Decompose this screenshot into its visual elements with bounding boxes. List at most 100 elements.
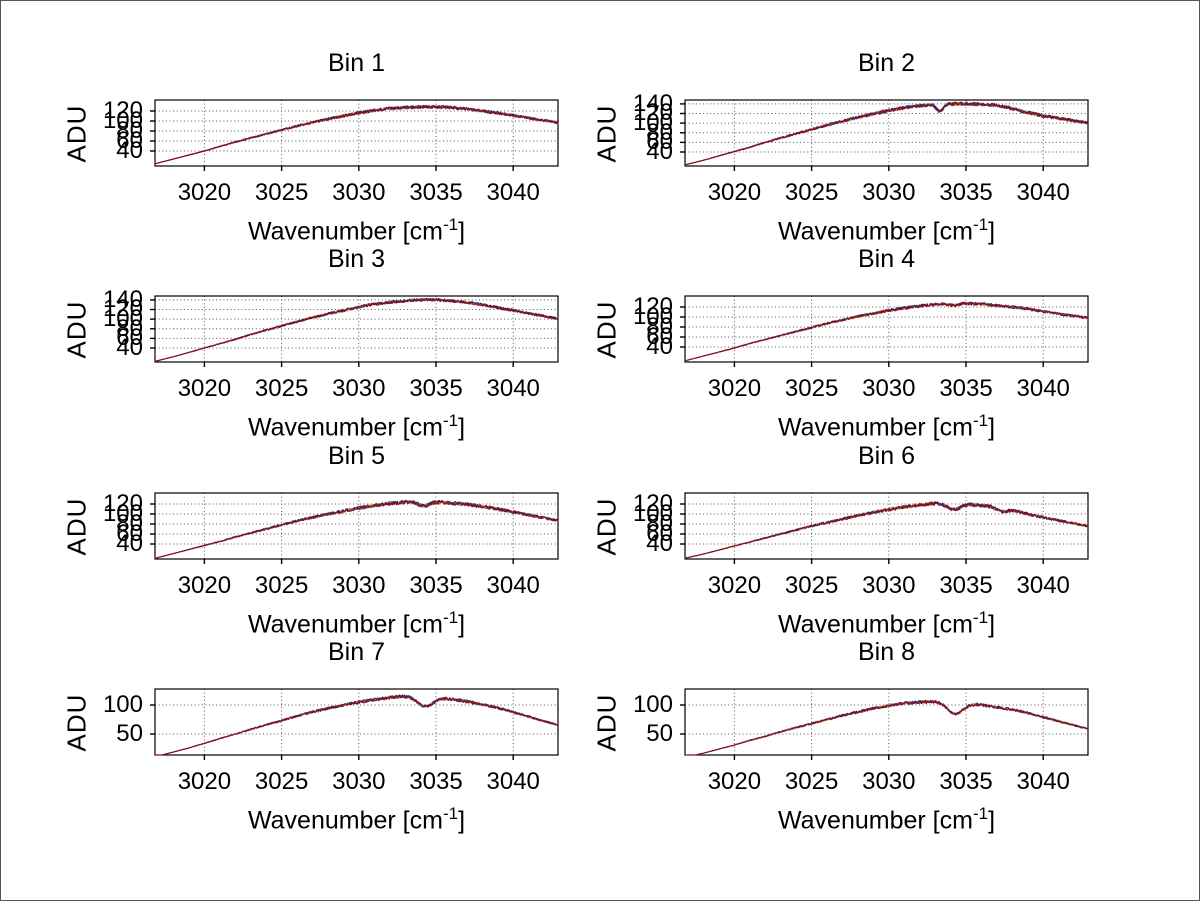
y-tick-label: 120 (632, 490, 673, 517)
spectrum-line-3 (154, 499, 559, 559)
axes-box (154, 492, 559, 560)
subplot-title: Bin 3 (328, 245, 385, 273)
x-tick-label: 3040 (1016, 572, 1070, 599)
x-axis-label: Wavenumber [cm-1] (247, 411, 466, 442)
x-tick-label: 3020 (707, 768, 762, 795)
x-tick-label: 3025 (254, 375, 309, 402)
x-tick-label: 3040 (1016, 768, 1070, 795)
x-tick-label: 3040 (486, 768, 540, 795)
x-tick-label: 3030 (332, 768, 386, 795)
y-tick-label: 40 (646, 138, 673, 166)
spectrum-line-2 (154, 104, 559, 165)
y-tick-label: 80 (116, 314, 143, 342)
x-axis-label: Wavenumber [cm-1] (247, 804, 466, 835)
y-tick-label: 40 (646, 333, 673, 360)
x-tick-label: 3040 (486, 572, 540, 599)
y-tick-label: 80 (646, 510, 673, 537)
x-tick-label: 3030 (862, 375, 916, 402)
y-tick-label: 120 (632, 99, 673, 127)
y-tick-label: 140 (632, 89, 673, 117)
x-tick-label: 3020 (707, 572, 762, 599)
subplot-bin-3: Bin 3 ADU Wavenumber [cm-1] 140 120 100 80 6… (62, 245, 559, 441)
spectrum-line-2 (684, 301, 1089, 362)
x-tick-label: 3035 (409, 768, 463, 795)
x-tick-label: 3035 (939, 375, 993, 402)
subplot-bin-2: Bin 2 ADU Wavenumber [cm-1] 140 120 100 80 6… (592, 49, 1089, 245)
x-axis-label: Wavenumber [cm-1] (247, 215, 466, 246)
y-tick-label: 120 (102, 97, 143, 124)
x-tick-label: 3035 (409, 179, 463, 206)
y-tick-label: 100 (632, 500, 673, 527)
x-tick-label: 3035 (409, 375, 463, 402)
x-tick-label: 3025 (254, 572, 309, 599)
y-tick-label: 100 (102, 691, 143, 718)
plot-area (150, 99, 559, 171)
x-tick-label: 3020 (177, 375, 232, 402)
x-tick-label: 3020 (177, 179, 232, 206)
spectrum-line-3 (685, 699, 1089, 756)
subplot-title: Bin 4 (858, 245, 915, 273)
plot-area (680, 492, 1089, 564)
y-tick-label: 120 (632, 293, 673, 320)
y-tick-label: 100 (102, 500, 143, 527)
spectrum-line-1 (685, 699, 1089, 756)
plot-area (680, 688, 1089, 760)
axes-box (684, 99, 1089, 167)
y-tick-label: 100 (102, 305, 143, 333)
x-tick-label: 3030 (862, 572, 916, 599)
spectrum-line-3 (155, 694, 559, 756)
x-tick-label: 3020 (177, 768, 232, 795)
plot-area (150, 492, 559, 564)
subplot-title: Bin 1 (328, 49, 385, 77)
x-tick-label: 3025 (784, 768, 839, 795)
x-tick-label: 3040 (486, 179, 540, 206)
x-tick-label: 3030 (862, 179, 916, 206)
x-tick-label: 3025 (784, 375, 839, 402)
plot-area (150, 295, 559, 367)
spectrum-line-3 (154, 104, 559, 165)
plot-area (680, 295, 1089, 367)
y-tick-label: 60 (646, 128, 673, 156)
subplot-title: Bin 5 (328, 442, 385, 470)
axes-box (684, 295, 1089, 363)
x-tick-label: 3025 (784, 179, 839, 206)
subplot-bin-6: Bin 6 ADU Wavenumber [cm-1] 120 100 80 60 40… (592, 442, 1089, 638)
spectrum-line-3 (684, 101, 1089, 166)
y-tick-label: 60 (646, 323, 673, 350)
y-tick-label: 80 (116, 510, 143, 537)
y-tick-label: 60 (646, 520, 673, 547)
x-tick-label: 3020 (177, 572, 232, 599)
x-tick-label: 3040 (1016, 179, 1070, 206)
spectrum-line-3 (154, 297, 559, 362)
x-tick-label: 3030 (332, 375, 386, 402)
subplot-bin-4: Bin 4 ADU Wavenumber [cm-1] 120 100 80 60 40… (592, 245, 1089, 441)
axes-box (154, 295, 559, 363)
x-axis-label: Wavenumber [cm-1] (777, 411, 996, 442)
axes-box (154, 688, 559, 756)
x-tick-label: 3040 (1016, 375, 1070, 402)
x-tick-label: 3035 (939, 179, 993, 206)
spectrum-line-3 (684, 301, 1089, 362)
subplot-bin-1: Bin 1 ADU Wavenumber [cm-1] 120 100 80 60 40… (62, 49, 559, 245)
y-tick-label: 100 (102, 107, 143, 134)
x-tick-label: 3040 (486, 375, 540, 402)
x-axis-label: Wavenumber [cm-1] (777, 608, 996, 639)
plot-area (150, 688, 559, 760)
plot-area (680, 99, 1089, 171)
axes-box (684, 688, 1089, 756)
y-tick-label: 60 (116, 324, 143, 352)
y-tick-label: 100 (632, 109, 673, 137)
y-tick-label: 50 (646, 720, 673, 747)
x-axis-label: Wavenumber [cm-1] (777, 215, 996, 246)
x-tick-label: 3035 (409, 572, 463, 599)
y-tick-label: 80 (646, 118, 673, 146)
y-tick-label: 40 (646, 530, 673, 557)
axes-box (154, 99, 559, 167)
y-tick-label: 100 (632, 303, 673, 330)
subplot-bin-7: Bin 7 ADU Wavenumber [cm-1] 100 50 3020 302… (62, 638, 559, 834)
subplot-title: Bin 2 (858, 49, 915, 77)
subplot-title: Bin 7 (328, 638, 385, 666)
y-tick-label: 80 (646, 313, 673, 340)
x-tick-label: 3030 (862, 768, 916, 795)
